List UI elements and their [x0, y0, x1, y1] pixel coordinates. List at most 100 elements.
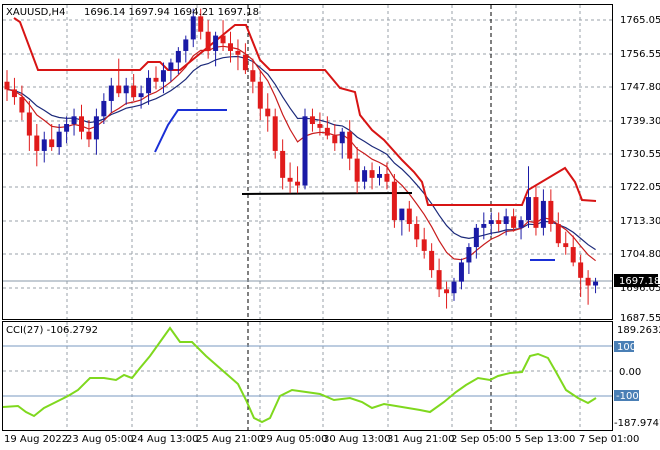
bear-candle — [570, 247, 576, 263]
cci-bottom: -187.9747 — [614, 418, 660, 429]
grid — [3, 5, 612, 430]
bear-candle — [287, 177, 293, 182]
bear-candle — [444, 289, 450, 294]
bear-candle — [26, 112, 32, 136]
bear-candle — [131, 85, 137, 98]
bear-candle — [578, 262, 584, 278]
cci-level-box — [614, 341, 634, 352]
bull-candle — [108, 85, 114, 101]
price-tick: 1704.80 — [620, 249, 660, 260]
time-label: 30 Aug 13:00 — [323, 434, 390, 445]
bear-candle — [34, 135, 40, 151]
time-label: 25 Aug 21:00 — [196, 434, 263, 445]
cci-level-100: 100 — [617, 342, 636, 353]
bull-candle — [488, 220, 494, 224]
bear-candle — [496, 220, 502, 224]
bear-candle — [421, 239, 427, 251]
bull-candle — [377, 173, 382, 178]
bull-candle — [518, 220, 524, 228]
bear-candle — [563, 243, 569, 248]
time-label: 2 Sep 05:00 — [451, 434, 511, 445]
cci-top: 189.2632 — [617, 325, 660, 336]
bear-candle — [384, 173, 390, 182]
bear-candle — [235, 50, 241, 55]
bear-candle — [79, 116, 84, 132]
cci-level-m100: -100 — [616, 391, 639, 402]
fast-ma-line — [6, 45, 596, 262]
blue-stop-line — [154, 109, 227, 153]
bull-candle — [71, 116, 77, 125]
bear-candle — [4, 81, 10, 90]
bull-candle — [362, 170, 368, 182]
bear-candle — [265, 108, 271, 117]
bear-candle — [86, 131, 92, 140]
price-tick: 1722.05 — [620, 182, 660, 193]
cci-series — [2, 326, 597, 424]
bull-candle — [593, 281, 599, 286]
time-label: 19 Aug 2022 — [4, 434, 68, 445]
bull-candle — [473, 227, 479, 248]
price-tick: 1765.05 — [620, 15, 660, 26]
bull-candle — [213, 35, 219, 51]
bear-candle — [347, 131, 353, 159]
bear-candle — [272, 116, 278, 151]
bear-candle — [257, 81, 263, 109]
price-tick: 1687.55 — [620, 313, 660, 324]
price-tick: 1756.55 — [620, 49, 660, 60]
cci-level-0: 0.00 — [619, 367, 641, 378]
bear-candle — [369, 170, 375, 178]
cci-level-box — [614, 390, 639, 401]
bull-candle — [138, 93, 144, 98]
price-series — [4, 8, 599, 309]
time-label: 29 Aug 05:00 — [260, 434, 327, 445]
bear-candle — [295, 181, 301, 186]
bull-candle — [339, 131, 345, 144]
bull-candle — [190, 16, 196, 40]
bull-candle — [466, 247, 472, 263]
price-tick: 1696.05 — [620, 283, 660, 294]
bull-candle — [503, 216, 509, 224]
bear-candle — [116, 85, 122, 94]
bull-candle — [481, 223, 487, 228]
bull-candle — [41, 139, 47, 151]
support-line — [241, 192, 413, 195]
bull-candle — [160, 70, 166, 82]
bull-candle — [146, 77, 152, 94]
time-label: 23 Aug 05:00 — [66, 434, 133, 445]
cci-line — [2, 326, 597, 424]
bull-candle — [64, 124, 70, 132]
bear-candle — [354, 158, 360, 182]
bull-candle — [458, 262, 464, 282]
bull-candle — [183, 39, 189, 51]
bull-candle — [101, 100, 107, 117]
bear-candle — [548, 200, 554, 224]
bull-candle — [175, 50, 181, 63]
trailing-stop-line — [13, 17, 597, 206]
bear-candle — [436, 270, 442, 290]
price-tick: 1730.55 — [620, 149, 660, 160]
bull-candle — [451, 281, 457, 294]
bear-candle — [533, 197, 539, 228]
bear-candle — [309, 116, 315, 125]
time-axis: 19 Aug 2022 23 Aug 05:00 24 Aug 13:00 25… — [4, 434, 639, 445]
bear-candle — [429, 250, 435, 271]
bear-candle — [555, 223, 561, 244]
bear-candle — [242, 54, 248, 71]
bear-candle — [11, 89, 17, 98]
current-price-label: 1697.18 — [619, 276, 660, 287]
cci-panel — [2, 321, 613, 431]
bear-candle — [406, 208, 412, 224]
time-label: 7 Sep 01:00 — [579, 434, 639, 445]
bull-candle — [540, 200, 546, 228]
time-label: 5 Sep 13:00 — [515, 434, 575, 445]
bull-candle — [123, 85, 129, 94]
bear-candle — [205, 31, 211, 51]
bear-candle — [228, 43, 233, 51]
time-label: 31 Aug 21:00 — [387, 434, 454, 445]
price-tick: 1739.30 — [620, 116, 660, 127]
bear-candle — [220, 35, 226, 44]
bear-candle — [391, 181, 397, 221]
price-tick: 1713.30 — [620, 216, 660, 227]
bear-candle — [49, 139, 55, 148]
